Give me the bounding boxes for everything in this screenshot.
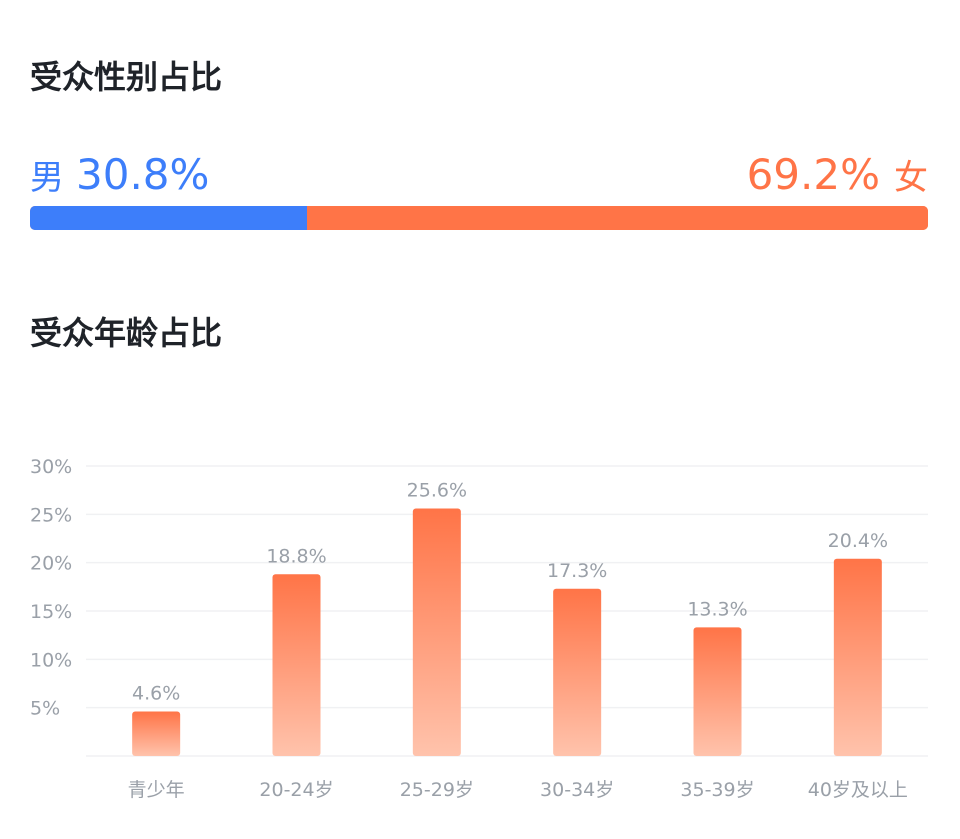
gender-section-title: 受众性别占比 xyxy=(30,58,223,96)
x-tick-label: 20-24岁 xyxy=(259,779,333,801)
x-tick-label: 25-29岁 xyxy=(400,779,474,801)
female-group: 69.2% 女 xyxy=(747,150,928,199)
bar xyxy=(833,558,882,756)
bar-value-label: 13.3% xyxy=(687,598,747,620)
x-tick-label: 40岁及以上 xyxy=(808,779,908,801)
y-tick-label: 15% xyxy=(30,601,72,623)
bar-value-label: 20.4% xyxy=(828,530,888,552)
gender-ratio-bar xyxy=(30,206,928,230)
male-percent: 30.8% xyxy=(76,150,210,199)
bar xyxy=(272,574,321,756)
bar-value-label: 25.6% xyxy=(407,480,467,502)
x-tick-label: 青少年 xyxy=(128,779,185,801)
bar-value-label: 18.8% xyxy=(266,545,326,567)
male-share-bar xyxy=(30,206,307,230)
bar xyxy=(693,627,742,756)
bar xyxy=(412,508,461,756)
y-tick-label: 20% xyxy=(30,553,72,575)
x-tick-label: 30-34岁 xyxy=(540,779,614,801)
bar-value-label: 4.6% xyxy=(132,683,180,705)
male-group: 男 30.8% xyxy=(30,150,209,199)
male-label: 男 xyxy=(30,158,64,198)
female-share-bar xyxy=(306,206,928,230)
y-tick-label: 25% xyxy=(30,504,72,526)
bar xyxy=(553,588,602,756)
y-tick-label: 30% xyxy=(30,456,72,478)
gender-ratio-row: 男 30.8% 69.2% 女 xyxy=(30,150,928,199)
y-tick-label: 5% xyxy=(30,698,60,720)
age-bar-chart: 5% 10% 15% 20% 25% 30% 4.6% 青少年 18.8% 20-24岁 25.6%… xyxy=(30,456,928,801)
bar-value-label: 17.3% xyxy=(547,560,607,582)
y-tick-label: 10% xyxy=(30,649,72,671)
female-percent: 69.2% xyxy=(746,150,880,199)
age-section-title: 受众年龄占比 xyxy=(30,314,223,352)
female-label: 女 xyxy=(894,158,928,198)
bar xyxy=(132,711,181,756)
x-tick-label: 35-39岁 xyxy=(680,779,754,801)
